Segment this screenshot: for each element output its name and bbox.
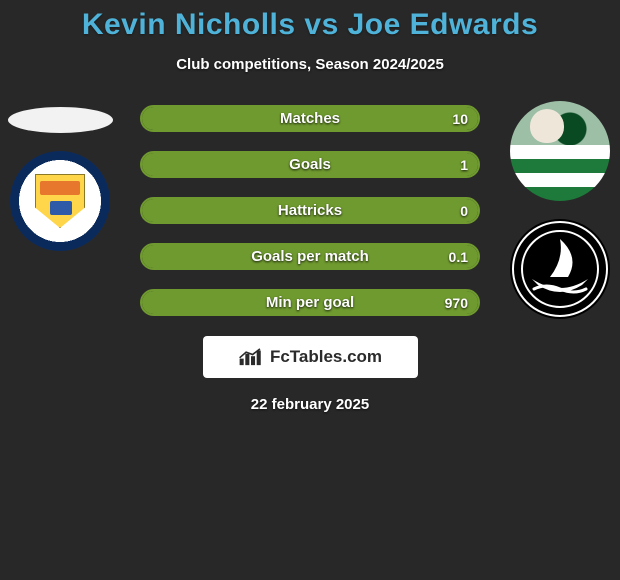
left-player-avatar <box>8 107 113 133</box>
stat-bar-matches: Matches 10 <box>140 105 480 132</box>
page-title: Kevin Nicholls vs Joe Edwards <box>82 8 538 42</box>
stat-label: Goals <box>142 153 478 176</box>
bar-chart-icon <box>238 346 264 368</box>
comparison-body: Matches 10 Goals 1 Hattricks 0 Goals per… <box>0 101 620 316</box>
stat-label: Goals per match <box>142 245 478 268</box>
subtitle: Club competitions, Season 2024/2025 <box>176 56 444 73</box>
stat-bar-goals: Goals 1 <box>140 151 480 178</box>
comparison-card: Kevin Nicholls vs Joe Edwards Club compe… <box>0 0 620 580</box>
stat-right-value: 0.1 <box>439 245 478 268</box>
brand-text: FcTables.com <box>270 347 382 367</box>
luton-crest-inner <box>20 161 100 241</box>
left-player-column <box>0 101 120 251</box>
right-club-crest-plymouth <box>510 219 610 319</box>
stat-right-value: 1 <box>450 153 478 176</box>
stat-bar-goals-per-match: Goals per match 0.1 <box>140 243 480 270</box>
stat-label: Hattricks <box>142 199 478 222</box>
stat-bar-min-per-goal: Min per goal 970 <box>140 289 480 316</box>
stat-label: Min per goal <box>142 291 478 314</box>
brand-link[interactable]: FcTables.com <box>203 336 418 378</box>
stat-label: Matches <box>142 107 478 130</box>
right-player-column <box>500 101 620 319</box>
date-line: 22 february 2025 <box>251 396 369 413</box>
stat-right-value: 970 <box>435 291 478 314</box>
luton-shield-icon <box>35 174 85 228</box>
stat-bar-hattricks: Hattricks 0 <box>140 197 480 224</box>
right-player-avatar <box>510 101 610 201</box>
left-club-crest-luton <box>10 151 110 251</box>
stat-right-value: 0 <box>450 199 478 222</box>
stat-bars: Matches 10 Goals 1 Hattricks 0 Goals per… <box>140 101 480 316</box>
stat-right-value: 10 <box>442 107 478 130</box>
plymouth-ship-icon <box>510 219 610 319</box>
